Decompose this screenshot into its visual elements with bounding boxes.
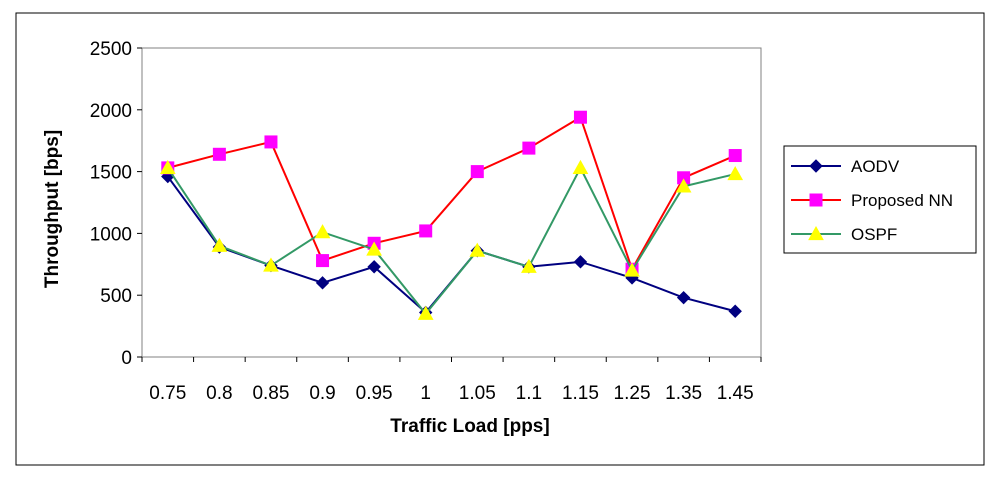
- y-axis: 0 500 1000 1500 2000 2500: [90, 39, 142, 369]
- y-tick-label: 1500: [90, 163, 132, 184]
- legend-marker: [809, 193, 823, 207]
- series-layer: [159, 110, 744, 320]
- data-point: [728, 149, 742, 163]
- x-tick-label: 1.15: [562, 383, 599, 404]
- x-tick-label: 0.8: [206, 383, 232, 404]
- x-tick-label: 1.1: [516, 383, 542, 404]
- x-tick-label: 0.75: [149, 383, 186, 404]
- series-ospf: [159, 159, 744, 320]
- y-tick-label: 2000: [90, 101, 132, 122]
- data-point: [264, 135, 278, 149]
- series-line: [167, 115, 736, 272]
- legend: AODV Proposed NN OSPF: [783, 145, 977, 254]
- y-tick-label: 2500: [90, 39, 132, 60]
- x-tick-label: 1.25: [614, 383, 651, 404]
- x-tick-label: 0.95: [356, 383, 393, 404]
- data-point: [727, 166, 744, 181]
- legend-item: AODV: [791, 157, 900, 176]
- legend-marker: [808, 225, 824, 241]
- x-tick-label: 1: [420, 383, 431, 404]
- legend-marker: [809, 159, 823, 173]
- legend-label: OSPF: [851, 225, 897, 244]
- y-axis-title: Throughput [bps]: [42, 130, 63, 288]
- data-point: [159, 159, 176, 174]
- data-point: [573, 110, 587, 124]
- data-point: [417, 305, 434, 320]
- data-point: [212, 147, 226, 161]
- data-point: [573, 255, 588, 269]
- data-point: [263, 257, 279, 272]
- data-point: [521, 258, 537, 273]
- data-point: [522, 141, 536, 155]
- data-point: [211, 237, 228, 252]
- x-tick-label: 1.45: [717, 383, 754, 404]
- data-point: [676, 290, 691, 305]
- y-tick-label: 1000: [90, 224, 132, 245]
- legend-item: Proposed NN: [791, 191, 953, 210]
- data-point: [624, 262, 640, 277]
- data-point: [366, 241, 382, 256]
- data-point: [367, 260, 381, 274]
- data-point: [469, 242, 486, 257]
- y-tick-label: 0: [121, 348, 132, 369]
- data-point: [728, 304, 742, 318]
- legend-label: AODV: [851, 157, 900, 176]
- data-point: [572, 159, 589, 174]
- data-point: [675, 178, 692, 193]
- x-axis-title: Traffic Load [pps]: [390, 416, 549, 437]
- data-point: [316, 254, 330, 268]
- series-line: [166, 165, 736, 316]
- x-axis: 0.75 0.8 0.85 0.9 0.95 1 1.05 1.1 1.15 1.25 1.35 1.…: [141, 357, 762, 404]
- data-point: [419, 224, 433, 238]
- x-tick-label: 1.35: [665, 383, 702, 404]
- x-tick-label: 0.85: [252, 383, 289, 404]
- data-point: [315, 276, 330, 290]
- y-tick-label: 500: [100, 286, 132, 307]
- x-tick-label: 0.9: [309, 383, 335, 404]
- x-tick-label: 1.05: [459, 383, 496, 404]
- legend-item: OSPF: [791, 225, 897, 244]
- data-point: [470, 165, 484, 179]
- data-point: [314, 224, 331, 239]
- legend-label: Proposed NN: [851, 191, 953, 210]
